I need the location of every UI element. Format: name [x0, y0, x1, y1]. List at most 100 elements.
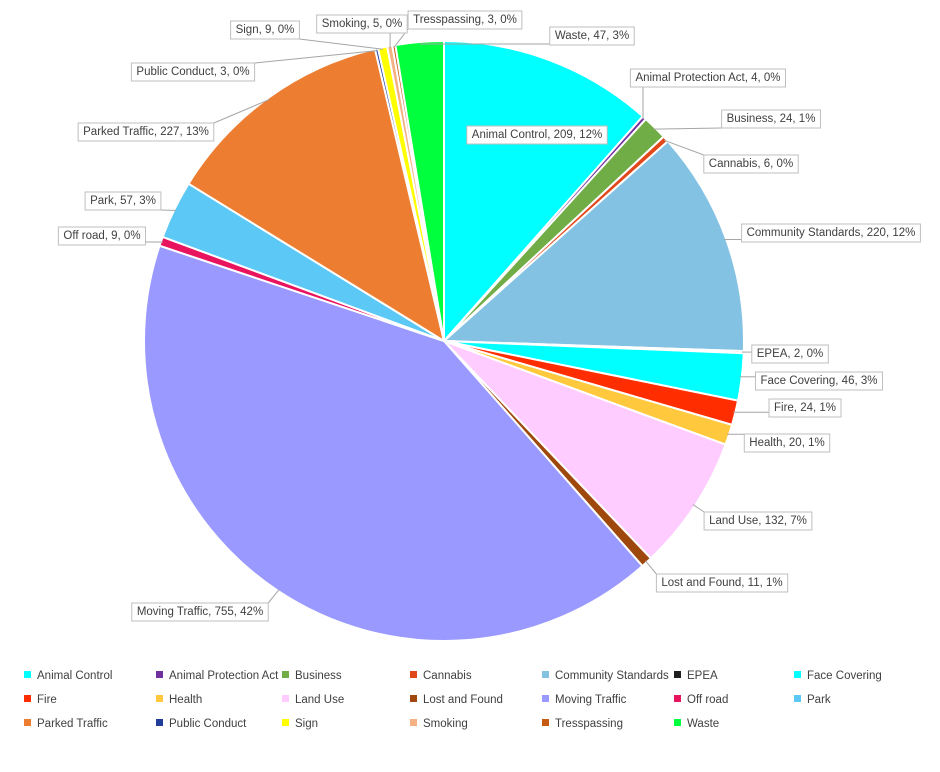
- legend-swatch: [674, 695, 681, 703]
- legend-swatch: [794, 695, 801, 703]
- legend-label: Animal Protection Act: [169, 670, 279, 682]
- data-label-box-land-use: [703, 511, 813, 531]
- legend-label: Fire: [37, 694, 57, 706]
- legend-label: EPEA: [687, 670, 718, 682]
- data-label-box-cannabis: [703, 154, 799, 174]
- pie-slice-community-standards: [441, 139, 745, 353]
- legend-item-parked-traffic: Parked Traffic: [24, 718, 108, 730]
- data-label-box-waste: [549, 26, 635, 46]
- legend-item-land-use: Land Use: [282, 694, 344, 706]
- legend-swatch: [542, 671, 549, 679]
- legend-label: Moving Traffic: [555, 694, 627, 706]
- data-label-box-animal-protection-act: [629, 68, 787, 88]
- legend-item-animal-control: Animal Control: [24, 670, 112, 682]
- legend-label: Community Standards: [555, 670, 669, 682]
- data-label-waste: Waste, 47, 3%: [555, 30, 629, 42]
- legend-label: Animal Control: [37, 670, 113, 682]
- legend-swatch: [794, 671, 801, 679]
- legend-swatch: [410, 671, 417, 679]
- legend-swatch: [156, 671, 163, 679]
- data-label-box-community-standards: [741, 223, 921, 243]
- data-label-smoking: Smoking, 5, 0%: [322, 18, 403, 30]
- data-label-epea: EPEA, 2, 0%: [757, 348, 823, 360]
- legend-label: Parked Traffic: [37, 718, 108, 730]
- data-label-off-road: Off road, 9, 0%: [63, 230, 140, 242]
- legend-swatch: [156, 719, 163, 727]
- legend-label: Cannabis: [423, 670, 472, 682]
- legend-label: Off road: [687, 694, 729, 706]
- data-label-business: Business, 24, 1%: [727, 113, 816, 125]
- pie-chart: Animal Control, 209, 12% Animal Protectio…: [57, 10, 921, 642]
- data-label-box-lost-and-found: [655, 573, 789, 593]
- legend-label: Land Use: [295, 694, 345, 706]
- legend-item-smoking: Smoking: [410, 718, 468, 730]
- legend-item-fire: Fire: [24, 694, 57, 706]
- legend-label: Public Conduct: [169, 718, 247, 730]
- legend-item-epea: EPEA: [674, 670, 718, 682]
- legend-swatch: [542, 695, 549, 703]
- leader-line-parked-traffic: [213, 98, 270, 124]
- legend-swatch: [24, 671, 31, 679]
- data-label-box-park: [84, 191, 162, 211]
- data-label-box-face-covering: [755, 371, 883, 391]
- leader-line-sign: [299, 38, 384, 50]
- data-label-box-off-road: [57, 226, 146, 246]
- legend-item-animal-protection-act: Animal Protection Act: [156, 670, 278, 682]
- data-label-parked-traffic: Parked Traffic, 227, 13%: [83, 126, 209, 138]
- legend-item-off-road: Off road: [674, 694, 728, 706]
- legend-label: Tresspassing: [555, 718, 623, 730]
- legend-item-community-standards: Community Standards: [542, 670, 669, 682]
- data-label-face-covering: Face Covering, 46, 3%: [761, 375, 878, 387]
- legend-label: Health: [169, 694, 203, 706]
- leader-lines: [145, 28, 769, 604]
- legend-label: Waste: [687, 718, 720, 730]
- legend-swatch: [282, 719, 289, 727]
- data-label-lost-and-found: Lost and Found, 11, 1%: [661, 577, 782, 589]
- pie-slice-parked-traffic: [187, 47, 446, 344]
- legend-swatch: [674, 719, 681, 727]
- data-label-moving-traffic: Moving Traffic, 755, 42%: [137, 606, 263, 618]
- data-label-box-sign: [230, 20, 300, 40]
- legend-swatch: [156, 695, 163, 703]
- legend-label: Business: [295, 670, 342, 682]
- legend-swatch: [410, 719, 417, 727]
- legend-label: Face Covering: [807, 670, 882, 682]
- data-label-sign: Sign, 9, 0%: [236, 24, 295, 36]
- legend-swatch: [410, 695, 417, 703]
- legend-swatch: [542, 719, 549, 727]
- data-label-health: Health, 20, 1%: [749, 437, 824, 449]
- legend-swatch: [282, 671, 289, 679]
- legend-swatch: [24, 695, 31, 703]
- legend-item-business: Business: [282, 670, 342, 682]
- legend-item-moving-traffic: Moving Traffic: [542, 694, 626, 706]
- data-label-box-smoking: [316, 14, 408, 34]
- data-label-animal-control: Animal Control, 209, 12%: [472, 129, 602, 141]
- data-label-fire: Fire, 24, 1%: [774, 402, 836, 414]
- data-label-box-business: [721, 109, 821, 129]
- data-label-box-epea: [751, 344, 829, 364]
- leader-line-cannabis: [664, 139, 704, 156]
- data-label-box-moving-traffic: [131, 602, 269, 622]
- legend-swatch: [24, 719, 31, 727]
- legend-label: Sign: [295, 718, 319, 730]
- legend-item-park: Park: [794, 694, 831, 706]
- leader-line-park: [160, 209, 177, 211]
- data-label-box-animal-control: [466, 125, 608, 145]
- legend-item-tresspassing: Tresspassing: [542, 718, 623, 730]
- data-label-cannabis: Cannabis, 6, 0%: [709, 158, 793, 170]
- data-label-box-parked-traffic: [77, 122, 215, 142]
- data-label-park: Park, 57, 3%: [90, 195, 156, 207]
- data-label-animal-protection-act: Animal Protection Act, 4, 0%: [635, 72, 780, 84]
- legend-swatch: [674, 671, 681, 679]
- legend-swatch: [282, 695, 289, 703]
- legend-item-face-covering: Face Covering: [794, 670, 882, 682]
- legend-label: Park: [807, 694, 831, 706]
- data-label-land-use: Land Use, 132, 7%: [709, 515, 807, 527]
- legend-item-lost-and-found: Lost and Found: [410, 694, 503, 706]
- legend-label: Smoking: [423, 718, 468, 730]
- legend-item-waste: Waste: [674, 718, 719, 730]
- legend-item-cannabis: Cannabis: [410, 670, 472, 682]
- legend-item-public-conduct: Public Conduct: [156, 718, 246, 730]
- data-label-community-standards: Community Standards, 220, 12%: [747, 227, 916, 239]
- leader-line-moving-traffic: [267, 588, 280, 604]
